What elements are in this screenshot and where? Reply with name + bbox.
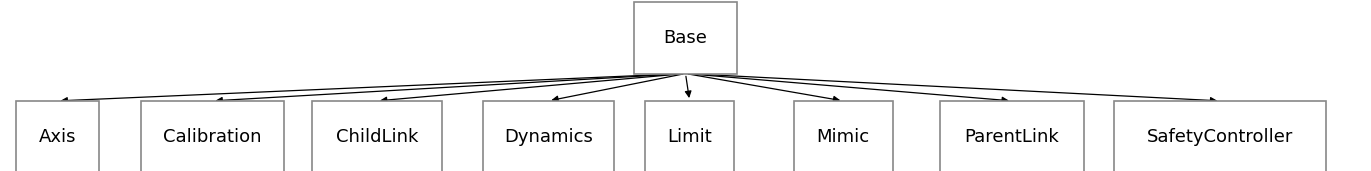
- Text: Base: Base: [664, 29, 707, 47]
- Text: ParentLink: ParentLink: [964, 128, 1060, 146]
- Text: Mimic: Mimic: [817, 128, 869, 146]
- FancyBboxPatch shape: [484, 101, 614, 171]
- FancyBboxPatch shape: [794, 101, 893, 171]
- FancyBboxPatch shape: [941, 101, 1083, 171]
- Text: Calibration: Calibration: [163, 128, 262, 146]
- Text: SafetyController: SafetyController: [1148, 128, 1293, 146]
- FancyBboxPatch shape: [16, 101, 99, 171]
- Text: ChildLink: ChildLink: [336, 128, 418, 146]
- FancyBboxPatch shape: [646, 101, 735, 171]
- Text: Limit: Limit: [668, 128, 712, 146]
- Text: Axis: Axis: [38, 128, 77, 146]
- FancyBboxPatch shape: [633, 2, 738, 74]
- FancyBboxPatch shape: [141, 101, 285, 171]
- Text: Dynamics: Dynamics: [505, 128, 592, 146]
- FancyBboxPatch shape: [1113, 101, 1327, 171]
- FancyBboxPatch shape: [313, 101, 441, 171]
